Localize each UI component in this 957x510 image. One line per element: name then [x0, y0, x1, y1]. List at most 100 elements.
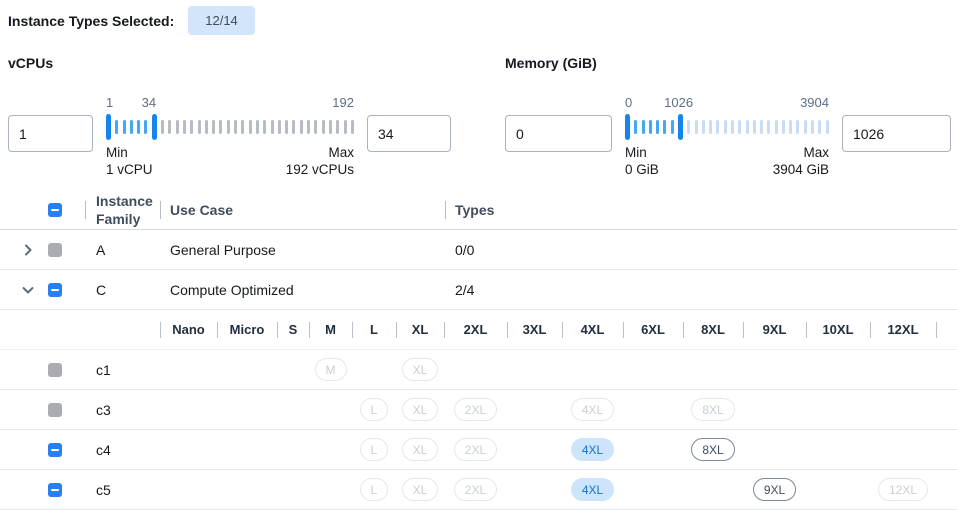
- memory-slider[interactable]: 0 1026 3904 Min 0 GiB Max 3904 GiB: [625, 75, 829, 178]
- slider-max-caption: Max: [803, 145, 829, 160]
- expand-cell: [8, 270, 48, 309]
- size-pill-4xl: 4XL: [570, 398, 615, 421]
- slider-tick: [774, 120, 778, 134]
- size-cell-2xl: [444, 350, 507, 389]
- memory-min-input[interactable]: [505, 115, 612, 152]
- instance-name: c1: [96, 361, 111, 378]
- slider-handle[interactable]: [625, 114, 630, 140]
- slider-min-value-label: 0: [625, 95, 633, 110]
- slider-tick: [226, 120, 230, 134]
- checkbox-cell: [48, 390, 85, 429]
- size-cell-xl: XL: [396, 430, 444, 469]
- size-pill-xl: XL: [401, 358, 439, 381]
- instance-row-c1: c1 M XL: [0, 350, 957, 390]
- size-header-row: Nano Micro S M L XL 2XL 3XL 4XL 6XL 8XL 9XL 10XL 12XL: [0, 310, 957, 350]
- size-cell-nano: [160, 390, 217, 429]
- size-pill-4xl[interactable]: 4XL: [570, 438, 615, 461]
- size-column-header-2xl: 2XL: [444, 310, 507, 349]
- vcpus-max-input[interactable]: [367, 115, 451, 152]
- slider-value-labels: 0 1026 3904: [625, 95, 829, 111]
- instance-name: c3: [96, 401, 111, 418]
- row-checkbox-indeterminate[interactable]: [48, 442, 62, 457]
- size-column-header-micro: Micro: [217, 310, 277, 349]
- vcpus-min-input[interactable]: [8, 115, 93, 152]
- slider-tick: [234, 120, 238, 134]
- chevron-right-icon: [25, 244, 32, 255]
- size-cell-micro: [217, 390, 277, 429]
- size-cell-3xl: [507, 350, 562, 389]
- slider-tick: [197, 120, 201, 134]
- size-pill-l: L: [359, 438, 389, 461]
- slider-tick: [263, 120, 267, 134]
- size-column-header-3xl: 3XL: [507, 310, 562, 349]
- slider-tick: [241, 120, 245, 134]
- size-cell-10xl: [806, 350, 870, 389]
- use-case-text: Compute Optimized: [170, 281, 294, 298]
- size-cell-micro: [217, 470, 277, 509]
- slider-tick: [796, 120, 800, 134]
- slider-tick: [270, 120, 274, 134]
- size-header-label: 12XL: [887, 322, 919, 337]
- indeterminate-minus-icon: [51, 208, 59, 211]
- size-column-header-l: L: [352, 310, 396, 349]
- size-cell-nano: [160, 350, 217, 389]
- checkbox-cell: [48, 470, 85, 509]
- vcpus-slider[interactable]: 1 34 192 Min 1 vCPU Max 192 vCPUs: [106, 75, 354, 178]
- size-cell-3xl: [507, 470, 562, 509]
- instance-name-cell: c4: [85, 430, 160, 469]
- slider-tick: [277, 120, 281, 134]
- size-pill-8xl[interactable]: 8XL: [691, 438, 735, 461]
- slider-tick: [716, 120, 720, 134]
- slider-handle[interactable]: [151, 114, 157, 140]
- types-count: 2/4: [455, 281, 475, 298]
- slider-tick: [825, 120, 829, 134]
- family-name: C: [96, 281, 107, 298]
- size-cell-micro: [217, 350, 277, 389]
- slider-min-caption: Min: [625, 145, 647, 160]
- indeterminate-minus-icon: [51, 288, 59, 291]
- slider-tick: [168, 120, 172, 134]
- row-checkbox-disabled: [48, 362, 62, 377]
- slider-tick: [336, 120, 340, 134]
- slider-handle[interactable]: [677, 114, 683, 140]
- size-pill-xl: XL: [401, 438, 439, 461]
- slider-track[interactable]: [106, 114, 354, 140]
- size-cell-8xl: [683, 470, 743, 509]
- size-pill-4xl[interactable]: 4XL: [570, 478, 615, 501]
- expand-row-button[interactable]: [16, 238, 40, 262]
- slider-tick: [321, 120, 325, 134]
- size-pill-9xl[interactable]: 9XL: [752, 478, 797, 501]
- size-cell-4xl: [562, 350, 623, 389]
- slider-tick: [687, 120, 691, 134]
- slider-max-value-label: 192: [332, 95, 354, 110]
- size-pill-2xl: 2XL: [453, 478, 498, 501]
- size-header-label: XL: [411, 322, 429, 337]
- types-count: 0/0: [455, 241, 475, 258]
- slider-tick: [701, 120, 705, 134]
- size-column-header-10xl: 10XL: [806, 310, 870, 349]
- column-header-instance-family: Instance Family: [96, 192, 153, 227]
- slider-handle[interactable]: [106, 114, 111, 140]
- row-checkbox-indeterminate[interactable]: [48, 482, 62, 497]
- memory-filter: Memory (GiB) 0 1026 3904 Min 0 GiB Max 390…: [505, 55, 951, 178]
- chevron-down-icon: [22, 286, 34, 293]
- checkbox-cell: [48, 350, 85, 389]
- slider-max-value-label: 3904: [800, 95, 829, 110]
- size-cell-s: [277, 350, 309, 389]
- expand-row-button[interactable]: [16, 278, 40, 302]
- memory-max-input[interactable]: [842, 115, 951, 152]
- slider-tick: [255, 120, 259, 134]
- slider-tick: [190, 120, 194, 134]
- row-checkbox-indeterminate[interactable]: [48, 282, 62, 297]
- slider-max-sublabel: 192 vCPUs: [285, 162, 354, 177]
- slider-track[interactable]: [625, 114, 829, 140]
- slider-tick: [663, 120, 667, 134]
- select-all-checkbox[interactable]: [48, 202, 62, 217]
- slider-tick: [723, 120, 727, 134]
- size-pill-2xl: 2XL: [453, 438, 498, 461]
- size-cell-9xl: [743, 430, 806, 469]
- use-case-cell: General Purpose: [160, 230, 445, 269]
- selected-count-badge: 12/14: [188, 6, 255, 35]
- column-header-use-case: Use Case: [170, 201, 234, 218]
- slider-tick: [299, 120, 303, 134]
